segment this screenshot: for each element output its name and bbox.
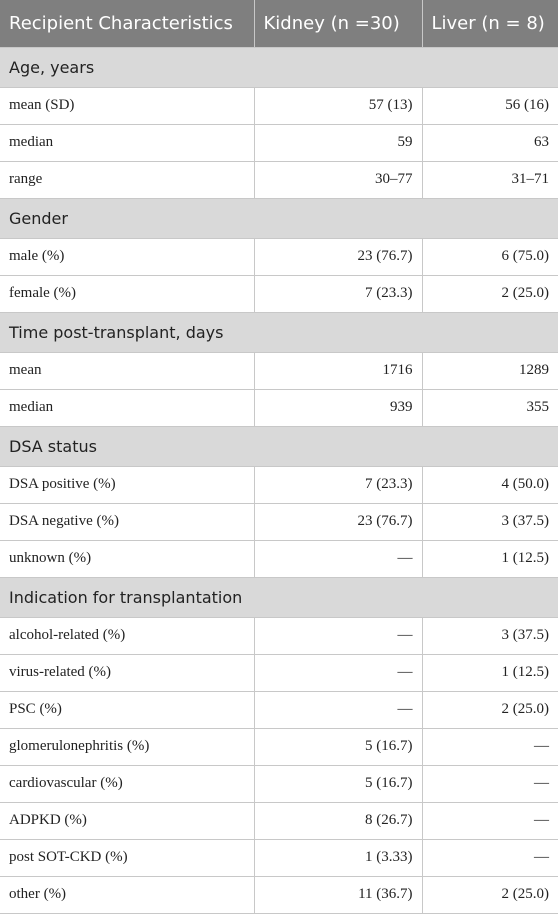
table-row: cardiovascular (%) 5 (16.7) — — [0, 765, 558, 803]
section-header-row: DSA status — [0, 426, 558, 467]
section-header-row: Gender — [0, 198, 558, 239]
kidney-value: 1 (3.33) — [253, 839, 423, 877]
liver-value: 31–71 — [421, 161, 558, 199]
table-row: ADPKD (%) 8 (26.7) — — [0, 802, 558, 840]
liver-value: 1 (12.5) — [421, 654, 558, 692]
header-liver: Liver (n = 8) — [422, 0, 558, 48]
row-label: cardiovascular (%) — [0, 765, 255, 803]
kidney-value: 11 (36.7) — [253, 876, 423, 914]
liver-value: 56 (16) — [421, 87, 558, 125]
kidney-value: 23 (76.7) — [253, 238, 423, 276]
liver-value: — — [421, 728, 558, 766]
kidney-value: 7 (23.3) — [253, 466, 423, 504]
section-title: Gender — [0, 198, 558, 239]
table-row: median 59 63 — [0, 124, 558, 162]
kidney-value: 57 (13) — [253, 87, 423, 125]
kidney-value: 59 — [253, 124, 423, 162]
liver-value: 1 (12.5) — [421, 540, 558, 578]
row-label: range — [0, 161, 255, 199]
liver-value: 3 (37.5) — [421, 503, 558, 541]
liver-value: 63 — [421, 124, 558, 162]
table-row: glomerulonephritis (%) 5 (16.7) — — [0, 728, 558, 766]
table-row: other (%) 11 (36.7) 2 (25.0) — [0, 876, 558, 914]
table-row: DSA negative (%) 23 (76.7) 3 (37.5) — [0, 503, 558, 541]
row-label: DSA negative (%) — [0, 503, 255, 541]
liver-value: 2 (25.0) — [421, 275, 558, 313]
kidney-value: 23 (76.7) — [253, 503, 423, 541]
section-title: Age, years — [0, 47, 558, 88]
row-label: male (%) — [0, 238, 255, 276]
table-row: mean 1716 1289 — [0, 352, 558, 390]
row-label: median — [0, 389, 255, 427]
row-label: DSA positive (%) — [0, 466, 255, 504]
table-row: male (%) 23 (76.7) 6 (75.0) — [0, 238, 558, 276]
section-header-row: Time post-transplant, days — [0, 312, 558, 353]
row-label: ADPKD (%) — [0, 802, 255, 840]
liver-value: 1289 — [421, 352, 558, 390]
table-body: Age, years mean (SD) 57 (13) 56 (16) median 5… — [0, 47, 558, 914]
kidney-value: 5 (16.7) — [253, 765, 423, 803]
liver-value: 355 — [421, 389, 558, 427]
section-header-row: Indication for transplantation — [0, 577, 558, 618]
table-row: virus-related (%) —1 (12.5) — [0, 654, 558, 692]
table-row: post SOT-CKD (%) 1 (3.33) — — [0, 839, 558, 877]
table-row: unknown (%) —1 (12.5) — [0, 540, 558, 578]
row-label: glomerulonephritis (%) — [0, 728, 255, 766]
kidney-value: 1716 — [253, 352, 423, 390]
kidney-value: — — [253, 540, 423, 578]
section-title: Indication for transplantation — [0, 577, 558, 618]
header-row: Recipient Characteristics Kidney (n =30)… — [0, 0, 558, 48]
kidney-value: 939 — [253, 389, 423, 427]
row-label: mean — [0, 352, 255, 390]
section-header-row: Age, years — [0, 47, 558, 88]
liver-value: 4 (50.0) — [421, 466, 558, 504]
row-label: mean (SD) — [0, 87, 255, 125]
liver-value: 2 (25.0) — [421, 876, 558, 914]
table-row: median 939 355 — [0, 389, 558, 427]
table-row: mean (SD) 57 (13) 56 (16) — [0, 87, 558, 125]
section-title: Time post-transplant, days — [0, 312, 558, 353]
kidney-value: 30–77 — [253, 161, 423, 199]
kidney-value: — — [253, 654, 423, 692]
liver-value: 3 (37.5) — [421, 617, 558, 655]
liver-value: — — [421, 765, 558, 803]
row-label: post SOT-CKD (%) — [0, 839, 255, 877]
table-row: DSA positive (%) 7 (23.3) 4 (50.0) — [0, 466, 558, 504]
row-label: unknown (%) — [0, 540, 255, 578]
liver-value: — — [421, 839, 558, 877]
kidney-value: — — [253, 691, 423, 729]
table-row: alcohol-related (%) —3 (37.5) — [0, 617, 558, 655]
kidney-value: 7 (23.3) — [253, 275, 423, 313]
row-label: alcohol-related (%) — [0, 617, 255, 655]
table-row: female (%) 7 (23.3) 2 (25.0) — [0, 275, 558, 313]
section-title: DSA status — [0, 426, 558, 467]
table-row: PSC (%) —2 (25.0) — [0, 691, 558, 729]
liver-value: 2 (25.0) — [421, 691, 558, 729]
kidney-value: 5 (16.7) — [253, 728, 423, 766]
header-kidney: Kidney (n =30) — [254, 0, 423, 48]
liver-value: — — [421, 802, 558, 840]
liver-value: 6 (75.0) — [421, 238, 558, 276]
kidney-value: — — [253, 617, 423, 655]
row-label: virus-related (%) — [0, 654, 255, 692]
row-label: PSC (%) — [0, 691, 255, 729]
table-row: range 30–77 31–71 — [0, 161, 558, 199]
row-label: median — [0, 124, 255, 162]
kidney-value: 8 (26.7) — [253, 802, 423, 840]
row-label: female (%) — [0, 275, 255, 313]
row-label: other (%) — [0, 876, 255, 914]
header-characteristics: Recipient Characteristics — [0, 0, 255, 48]
